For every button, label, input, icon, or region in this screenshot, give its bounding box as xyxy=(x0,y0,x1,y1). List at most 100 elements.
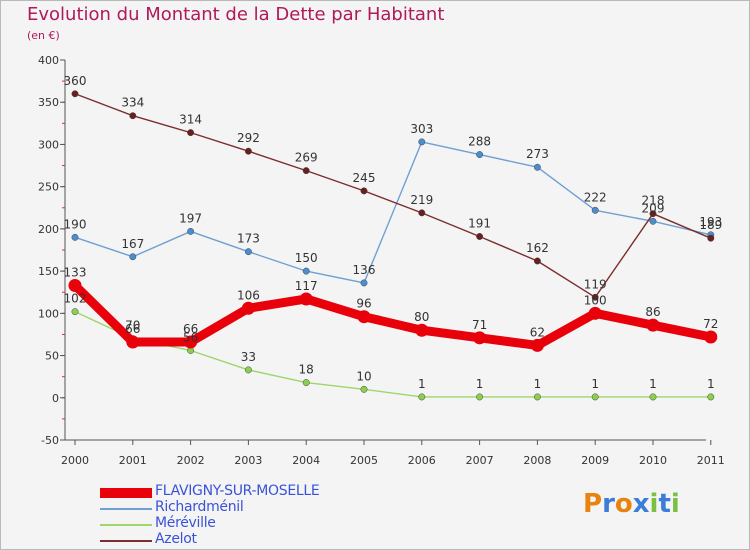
series-0-point xyxy=(241,301,255,315)
logo-letter: P xyxy=(583,489,603,519)
series-3-point xyxy=(71,90,79,98)
series-3-data-label: 292 xyxy=(237,131,260,145)
series-0-data-label: 106 xyxy=(237,288,260,302)
series-0-point xyxy=(415,323,429,337)
proxiti-logo: Proxiti xyxy=(583,489,680,519)
series-3-point xyxy=(129,112,137,120)
y-tick-label: 150 xyxy=(38,265,59,278)
series-3-point xyxy=(591,293,599,301)
x-tick-label: 2001 xyxy=(119,454,147,467)
legend-label-2: Méréville xyxy=(155,515,216,531)
series-1-data-label: 209 xyxy=(642,201,665,215)
series-1-data-label: 273 xyxy=(526,147,549,161)
series-line-0 xyxy=(70,280,716,350)
y-tick-label: 50 xyxy=(45,350,59,363)
series-0-point xyxy=(126,335,140,349)
y-tick-label: -50 xyxy=(41,434,59,447)
x-tick-label: 2007 xyxy=(466,454,494,467)
series-2-point xyxy=(360,385,368,393)
y-tick-label: 300 xyxy=(38,138,59,151)
x-tick-label: 2000 xyxy=(61,454,89,467)
series-0-data-label: 72 xyxy=(703,317,718,331)
series-0-point xyxy=(530,338,544,352)
series-1-point xyxy=(476,151,484,159)
series-3-data-label: 314 xyxy=(179,113,202,127)
series-1-data-label: 167 xyxy=(121,237,144,251)
series-3-point xyxy=(418,209,426,217)
series-3-point xyxy=(244,147,252,155)
legend-label-3: Azelot xyxy=(155,531,197,547)
series-line-2 xyxy=(74,310,712,398)
y-tick-label: 100 xyxy=(38,307,59,320)
x-tick-label: 2003 xyxy=(234,454,262,467)
series-3-data-label: 269 xyxy=(295,151,318,165)
series-2-data-label: 102 xyxy=(64,292,87,306)
series-2-data-label: 1 xyxy=(707,377,715,391)
series-1-data-label: 222 xyxy=(584,190,607,204)
series-3-point xyxy=(302,167,310,175)
legend-swatch-2 xyxy=(100,524,152,526)
series-2-data-label: 1 xyxy=(418,377,426,391)
chart-unit-label: (en €) xyxy=(27,29,60,42)
legend-label-1: Richardménil xyxy=(155,499,244,515)
series-0-data-label: 71 xyxy=(472,318,487,332)
series-1-data-label: 193 xyxy=(699,215,722,229)
x-tick-label: 2011 xyxy=(697,454,725,467)
series-2-data-label: 1 xyxy=(476,377,484,391)
series-1-point xyxy=(649,217,657,225)
series-1-point xyxy=(302,267,310,275)
legend-swatch-1 xyxy=(100,508,152,510)
y-tick-label: 350 xyxy=(38,96,59,109)
y-tick-label: 250 xyxy=(38,181,59,194)
legend-swatch-3 xyxy=(100,540,152,542)
y-tick-label: 200 xyxy=(38,223,59,236)
series-1-point xyxy=(129,253,137,261)
series-1-point xyxy=(418,138,426,146)
series-2-data-label: 70 xyxy=(125,319,140,333)
y-tick-label: 0 xyxy=(52,392,59,405)
series-value-labels: 190 167 197 173 150 136 303 288 273 222 209 193 102 7… xyxy=(64,74,723,391)
legend-label-0: FLAVIGNY-SUR-MOSELLE xyxy=(155,483,320,499)
logo-letter: x xyxy=(632,489,650,519)
series-3-data-label: 218 xyxy=(642,194,665,208)
series-3-data-label: 245 xyxy=(353,171,376,185)
x-tick-label: 2010 xyxy=(639,454,667,467)
series-0-point xyxy=(704,330,718,344)
series-0-point xyxy=(68,278,82,292)
series-3-data-label: 119 xyxy=(584,277,607,291)
series-2-point xyxy=(591,393,599,401)
logo-letter: t xyxy=(658,489,671,519)
series-2-data-label: 1 xyxy=(591,377,599,391)
series-0-point xyxy=(473,331,487,345)
series-0-point xyxy=(184,335,198,349)
chart-title: Evolution du Montant de la Dette par Hab… xyxy=(27,4,445,25)
series-1-point xyxy=(360,279,368,287)
x-tick-label: 2005 xyxy=(350,454,378,467)
series-1-data-label: 150 xyxy=(295,251,318,265)
series-0-data-label: 62 xyxy=(530,325,545,339)
x-tick-label: 2006 xyxy=(408,454,436,467)
logo-letter: i xyxy=(649,489,659,519)
series-0-data-label: 100 xyxy=(584,293,607,307)
series-3-point xyxy=(360,187,368,195)
x-tick-label: 2008 xyxy=(523,454,551,467)
series-0-point xyxy=(588,306,602,320)
series-2-data-label: 10 xyxy=(356,369,371,383)
series-1-data-label: 136 xyxy=(353,263,376,277)
x-tick-label: 2002 xyxy=(177,454,205,467)
series-3-data-label: 189 xyxy=(699,218,722,232)
series-2-data-label: 56 xyxy=(183,330,198,344)
series-0-data-label: 66 xyxy=(183,322,198,336)
series-2-point xyxy=(649,393,657,401)
series-0-data-label: 66 xyxy=(125,322,140,336)
series-2-data-label: 1 xyxy=(534,377,542,391)
series-0-data-label: 133 xyxy=(64,265,87,279)
series-3-data-label: 219 xyxy=(410,193,433,207)
series-line-1 xyxy=(74,141,712,284)
series-2-point xyxy=(418,393,426,401)
series-1-point xyxy=(244,248,252,256)
series-1-data-label: 197 xyxy=(179,211,202,225)
series-0-data-label: 117 xyxy=(295,279,318,293)
series-3-point xyxy=(476,233,484,240)
